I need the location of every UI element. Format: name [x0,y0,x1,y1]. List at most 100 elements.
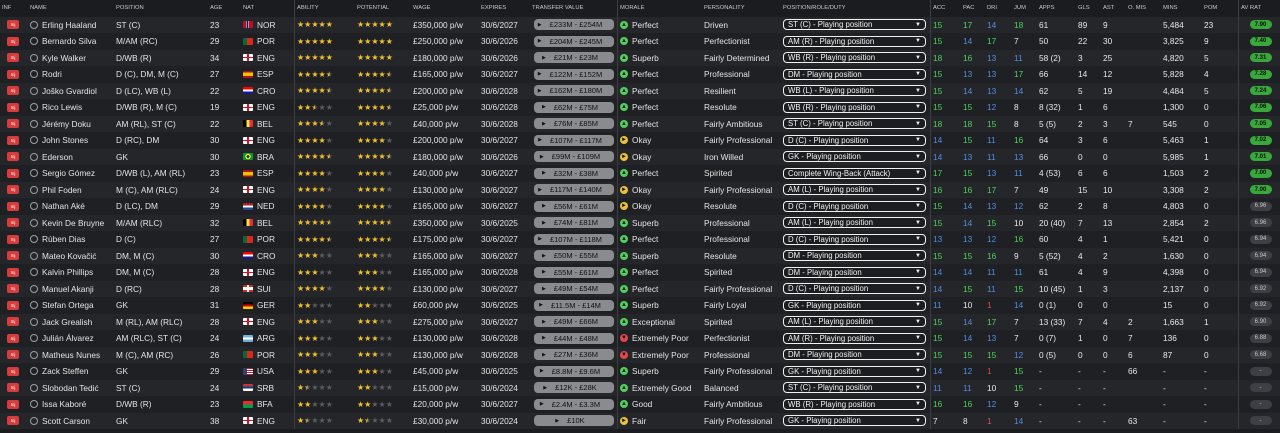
role-dropdown[interactable]: D (C) - Playing position ▼ [783,200,926,212]
role-dropdown[interactable]: DM - Playing position ▼ [783,266,926,278]
player-name[interactable]: Sergio Gómez [42,168,96,179]
role-dropdown[interactable]: WB (R) - Playing position ▼ [783,52,926,64]
role-dropdown[interactable]: Complete Wing-Back (Attack) ▼ [783,167,926,179]
column-header-ability[interactable]: ABILITY [295,0,355,17]
player-name[interactable]: Nathan Aké [42,201,85,212]
player-name[interactable]: Jérémy Doku [42,118,91,129]
role-dropdown[interactable]: DM - Playing position ▼ [783,349,926,361]
player-name[interactable]: Jack Grealish [42,316,93,327]
role-dropdown[interactable]: ST (C) - Playing position ▼ [783,19,926,31]
role-dropdown[interactable]: D (C) - Playing position ▼ [783,134,926,146]
player-name[interactable]: Matheus Nunes [42,349,101,360]
column-header-age[interactable]: AGE [208,0,241,17]
player-name-cell[interactable]: Joško Gvardiol [28,82,114,99]
player-name[interactable]: Kyle Walker [42,52,86,63]
player-name-cell[interactable]: Manuel Akanji [28,280,114,297]
player-name[interactable]: Kevin De Bruyne [42,217,105,228]
role-dropdown[interactable]: GK - Playing position ▼ [783,299,926,311]
transfer-value-pill[interactable]: ▶ £162M - £180M [534,85,614,97]
transfer-value-pill[interactable]: ▶ £122M - £152M [534,68,614,80]
player-name-cell[interactable]: Scott Carson [28,412,114,429]
role-dropdown[interactable]: GK - Playing position ▼ [783,415,926,427]
role-dropdown[interactable]: D (C) - Playing position ▼ [783,283,926,295]
player-name-cell[interactable]: Kyle Walker [28,49,114,66]
column-header-avrat[interactable]: AV RAT [1239,0,1280,17]
player-name-cell[interactable]: Jack Grealish [28,313,114,330]
player-name-cell[interactable]: Mateo Kovačić [28,247,114,264]
transfer-value-pill[interactable]: ▶ £50M - £55M [534,250,614,262]
role-dropdown[interactable]: WB (R) - Playing position ▼ [783,101,926,113]
transfer-value-pill[interactable]: ▶ £76M - £85M [534,118,614,130]
column-header-acc[interactable]: ACC [931,0,961,17]
player-name-cell[interactable]: Sergio Gómez [28,165,114,182]
role-dropdown[interactable]: AM (L) - Playing position ▼ [783,316,926,328]
column-header-gls[interactable]: GLS [1076,0,1101,17]
player-name[interactable]: Joško Gvardiol [42,85,97,96]
player-name-cell[interactable]: Ederson [28,148,114,165]
column-header-personality[interactable]: PERSONALITY [702,0,781,17]
role-dropdown[interactable]: ST (C) - Playing position ▼ [783,382,926,394]
role-dropdown[interactable]: AM (L) - Playing position ▼ [783,217,926,229]
role-dropdown[interactable]: AM (R) - Playing position ▼ [783,35,926,47]
role-dropdown[interactable]: GK - Playing position ▼ [783,151,926,163]
player-name-cell[interactable]: Jérémy Doku [28,115,114,132]
player-name[interactable]: Slobodan Tedić [42,382,99,393]
player-name-cell[interactable]: Phil Foden [28,181,114,198]
player-name-cell[interactable]: Bernardo Silva [28,33,114,50]
role-dropdown[interactable]: GK - Playing position ▼ [783,365,926,377]
transfer-value-pill[interactable]: ▶ £8.8M - £9.6M [534,365,614,377]
player-name[interactable]: Manuel Akanji [42,283,94,294]
player-name[interactable]: Rúben Dias [42,234,86,245]
player-name[interactable]: Zack Steffen [42,366,89,377]
column-header-nat[interactable]: NAT [241,0,294,17]
column-header-name[interactable]: NAME [28,0,114,17]
transfer-value-pill[interactable]: ▶ £233M - £254M [534,19,614,31]
player-name[interactable]: Mateo Kovačić [42,250,97,261]
column-header-inf[interactable]: INF [0,0,28,17]
column-header-position[interactable]: POSITION [114,0,208,17]
column-header-wage[interactable]: WAGE [411,0,479,17]
player-name[interactable]: Phil Foden [42,184,82,195]
transfer-value-pill[interactable]: ▶ £117M - £140M [534,184,614,196]
transfer-value-pill[interactable]: ▶ £27M - £36M [534,349,614,361]
role-dropdown[interactable]: DM - Playing position ▼ [783,68,926,80]
player-name-cell[interactable]: Erling Haaland [28,16,114,33]
transfer-value-pill[interactable]: ▶ £107M - £118M [534,233,614,245]
transfer-value-pill[interactable]: ▶ £11.5M - £14M [534,299,614,311]
player-name-cell[interactable]: John Stones [28,132,114,149]
transfer-value-pill[interactable]: ▶ £56M - £61M [534,200,614,212]
player-name[interactable]: Erling Haaland [42,19,97,30]
role-dropdown[interactable]: ST (C) - Playing position ▼ [783,118,926,130]
player-name[interactable]: Julián Álvarez [42,333,94,344]
player-name-cell[interactable]: Zack Steffen [28,363,114,380]
transfer-value-pill[interactable]: ▶ £204M - £245M [534,35,614,47]
transfer-value-pill[interactable]: ▶ £99M - £109M [534,151,614,163]
player-name-cell[interactable]: Nathan Aké [28,198,114,215]
transfer-value-pill[interactable]: ▶ £2.4M - £3.3M [534,398,614,410]
role-dropdown[interactable]: D (C) - Playing position ▼ [783,233,926,245]
column-header-dri[interactable]: DRI [985,0,1012,17]
role-dropdown[interactable]: WB (L) - Playing position ▼ [783,85,926,97]
player-name[interactable]: John Stones [42,135,89,146]
column-header-ast[interactable]: AST [1101,0,1126,17]
role-dropdown[interactable]: AM (L) - Playing position ▼ [783,184,926,196]
role-dropdown[interactable]: WB (R) - Playing position ▼ [783,398,926,410]
role-dropdown[interactable]: DM - Playing position ▼ [783,250,926,262]
transfer-value-pill[interactable]: ▶ £44M - £48M [534,332,614,344]
player-name[interactable]: Issa Kaboré [42,399,87,410]
transfer-value-pill[interactable]: ▶ £12K - £28K [534,382,614,394]
transfer-value-pill[interactable]: ▶ £10K [534,415,614,427]
column-header-o-mis[interactable]: O. MIS [1126,0,1161,17]
transfer-value-pill[interactable]: ▶ £74M - £81M [534,217,614,229]
transfer-value-pill[interactable]: ▶ £107M - £117M [534,134,614,146]
column-header-expires[interactable]: EXPIRES [479,0,530,17]
column-header-role[interactable]: POSITION/ROLE/DUTY [781,0,930,17]
player-name-cell[interactable]: Issa Kaboré [28,396,114,413]
player-name-cell[interactable]: Rúben Dias [28,231,114,248]
transfer-value-pill[interactable]: ▶ £49M - £66M [534,316,614,328]
transfer-value-pill[interactable]: ▶ £32M - £38M [534,167,614,179]
player-name-cell[interactable]: Rodri [28,66,114,83]
player-name[interactable]: Kalvin Phillips [42,267,94,278]
player-name-cell[interactable]: Rico Lewis [28,99,114,116]
transfer-value-pill[interactable]: ▶ £55M - £61M [534,266,614,278]
